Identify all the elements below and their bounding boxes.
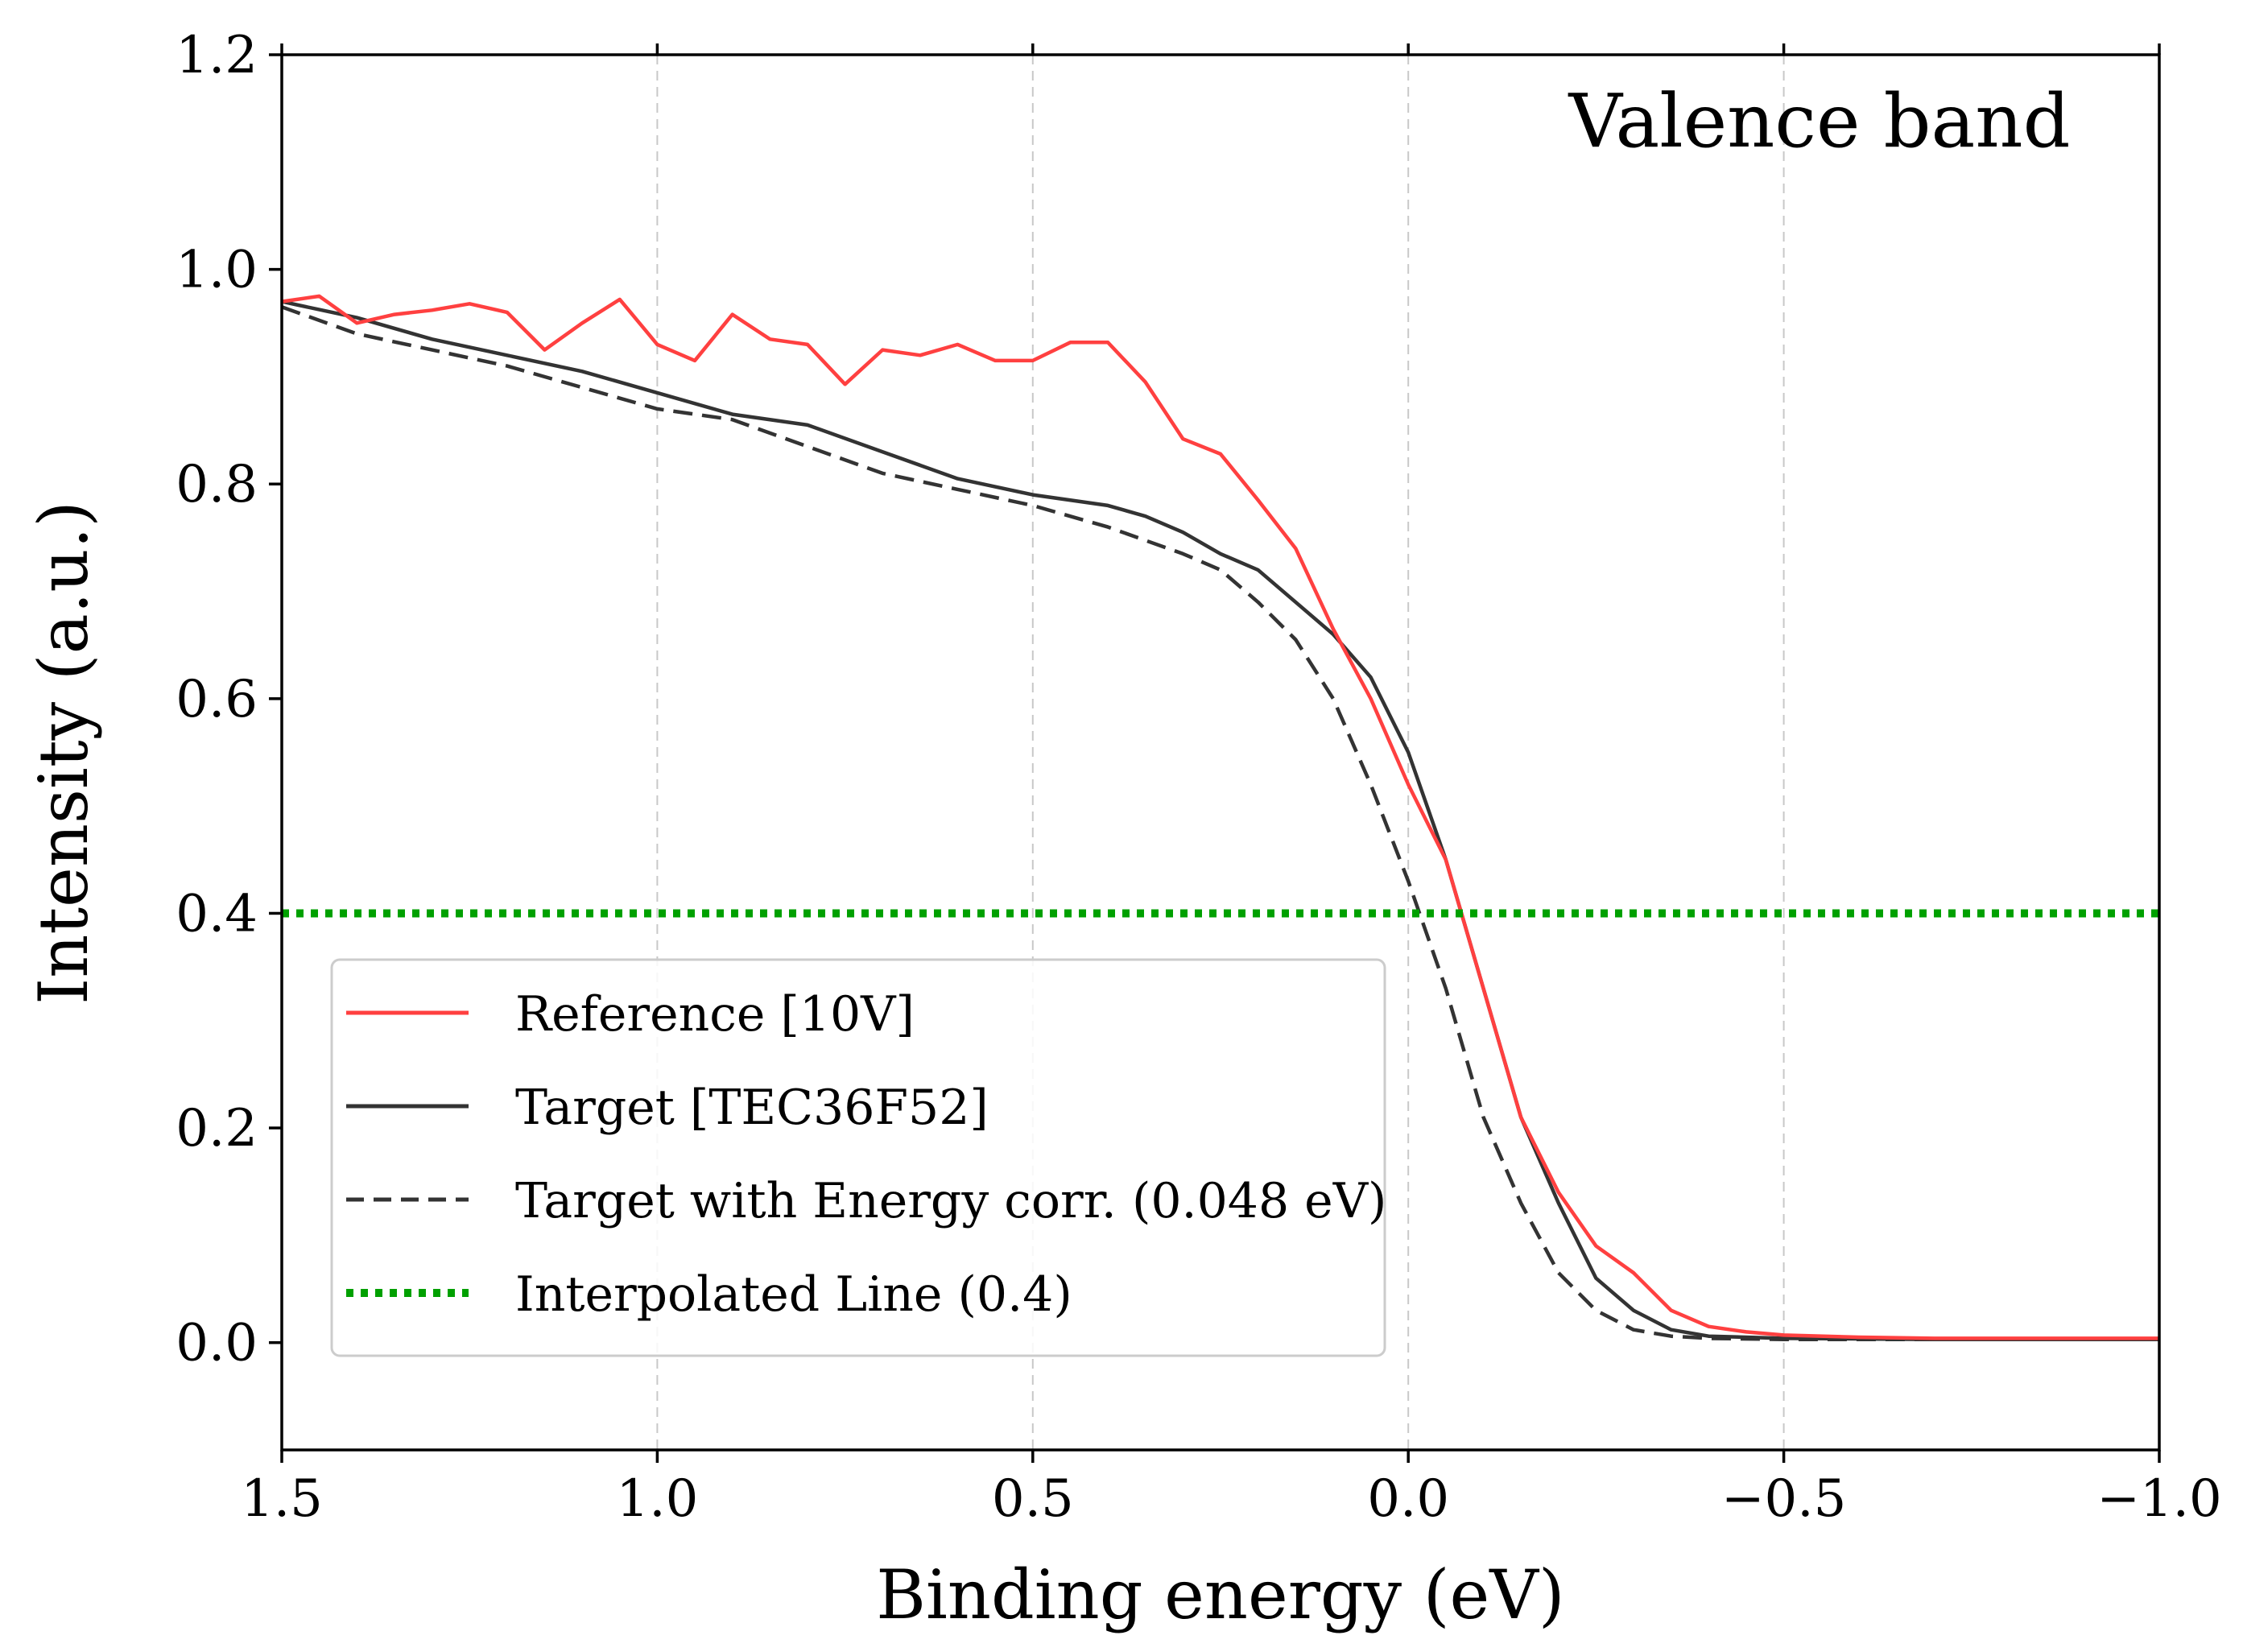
y-tick-label: 0.6 (176, 670, 258, 729)
valence-band-annotation: Valence band (1568, 78, 2070, 164)
legend-label-target-corrected: Target with Energy corr. (0.048 eV) (515, 1173, 1386, 1229)
y-tick-label: 0.0 (176, 1314, 258, 1373)
y-tick-label: 0.2 (176, 1099, 258, 1158)
legend-label-target: Target [TEC36F52] (515, 1080, 989, 1136)
y-axis-title: Intensity (a.u.) (24, 501, 103, 1005)
axis-ticks: 1.5 1.0 0.5 0.0 −0.5 −1.0 0.0 0.2 0.4 0.6 0.8 1.0 1.… (176, 26, 2221, 1529)
y-tick-label: 1.2 (176, 26, 258, 85)
x-tick-label: 1.0 (617, 1469, 699, 1529)
legend: Reference [10V] Target [TEC36F52] Target… (330, 958, 1386, 1357)
series-layer (281, 294, 2159, 1341)
y-tick-label: 0.4 (176, 884, 258, 944)
y-tick-label: 0.8 (176, 455, 258, 514)
x-tick-label: 1.5 (241, 1469, 323, 1529)
plot-frame (280, 53, 2161, 1452)
x-tick-label: 0.5 (992, 1469, 1074, 1529)
legend-box (330, 958, 1386, 1357)
legend-label-interpolated: Interpolated Line (0.4) (515, 1266, 1072, 1323)
x-tick-label: 0.0 (1367, 1469, 1449, 1529)
legend-label-reference: Reference [10V] (515, 986, 915, 1043)
reference-series-line (281, 294, 2159, 1340)
target-corrected-series-line (281, 305, 2159, 1341)
x-axis-title: Binding energy (eV) (876, 1555, 1564, 1634)
x-tick-label: −0.5 (1721, 1469, 1846, 1529)
x-tick-label: −1.0 (2096, 1469, 2221, 1529)
y-tick-label: 1.0 (176, 241, 258, 300)
target-series-line (281, 299, 2159, 1341)
